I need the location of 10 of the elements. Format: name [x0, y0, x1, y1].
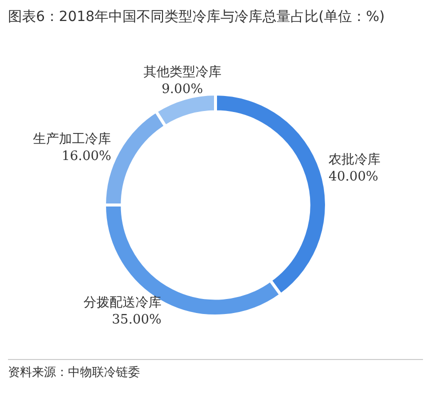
text: 资料来源：中物联冷链委: [8, 359, 423, 381]
slice-label: 分拨配送冷库: [83, 295, 162, 310]
chart-title: 图表6：2018年中国不同类型冷库与冷库总量占比(单位：%): [8, 8, 386, 26]
slice-label: 农批冷库: [328, 152, 381, 168]
data-label: 16.00%: [62, 149, 112, 164]
slice-label: 其他类型冷库: [143, 65, 222, 80]
slice-label: 生产加工冷库: [33, 132, 112, 148]
data-label: 9.00%: [162, 82, 203, 98]
data-label: 40.00%: [328, 170, 378, 185]
data-label: 35.00%: [112, 312, 162, 328]
